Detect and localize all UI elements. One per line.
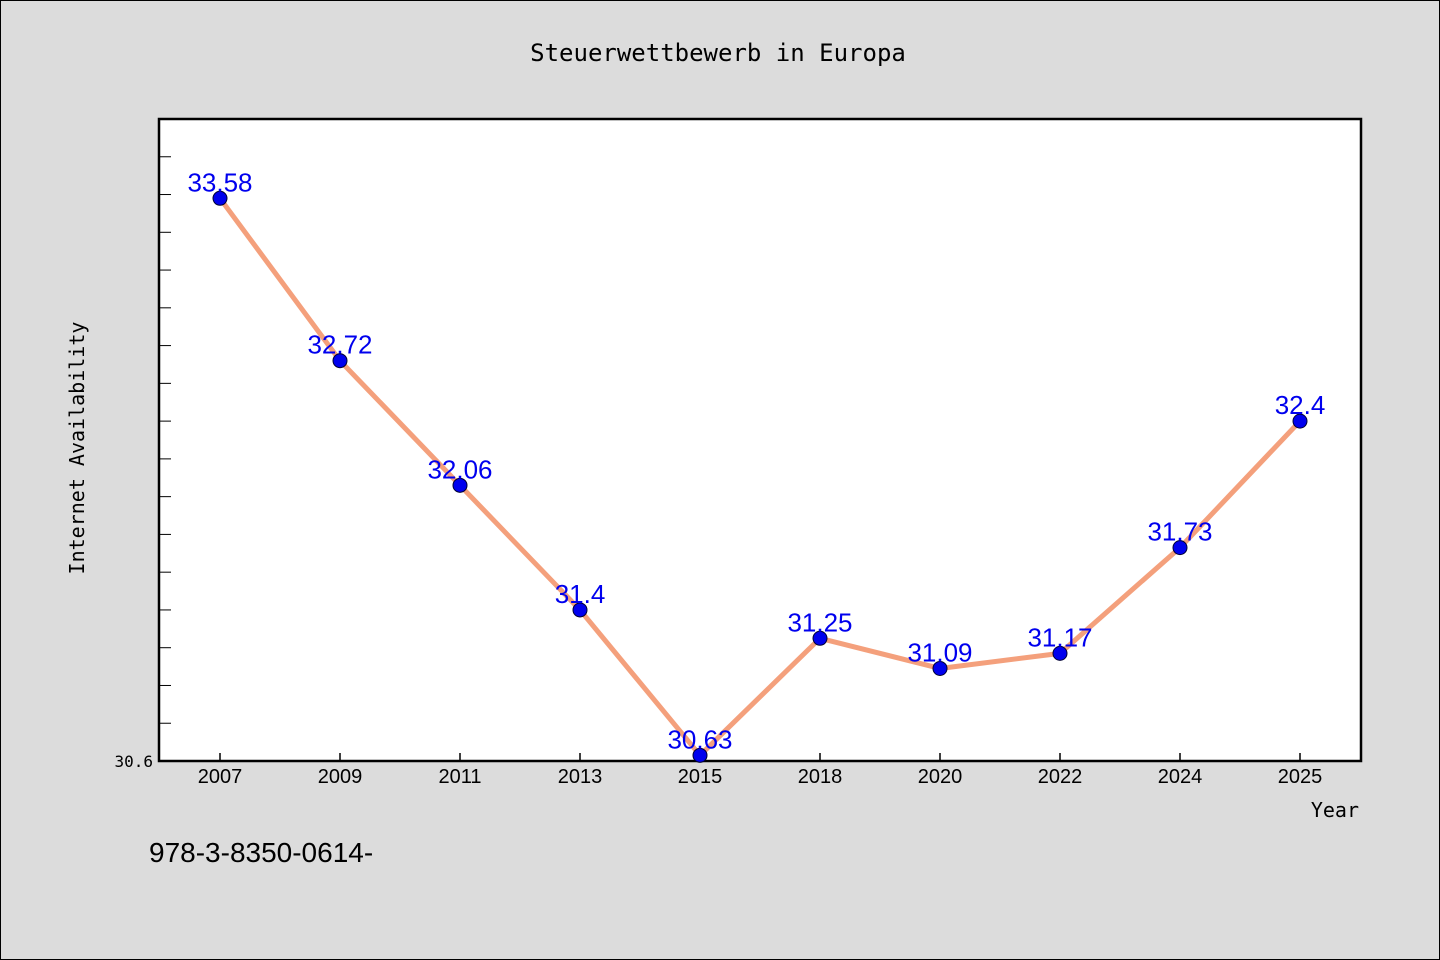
data-label: 31.17 (1027, 622, 1092, 652)
series-line (217, 195, 1303, 758)
data-label: 32.4 (1275, 390, 1326, 420)
y-axis-label: Internet Availability (65, 322, 89, 575)
data-label: 31.09 (907, 637, 972, 667)
x-tick-label: 2007 (198, 766, 243, 788)
data-label: 33.58 (187, 167, 252, 197)
x-tick-label: 2022 (1038, 766, 1083, 788)
x-tick-label: 2015 (678, 766, 723, 788)
x-tick-label: 2018 (798, 766, 843, 788)
data-point (332, 353, 348, 369)
x-tick-label: 2011 (438, 766, 481, 788)
data-label: 30.63 (667, 724, 732, 754)
x-tick-label: 2024 (1158, 766, 1203, 788)
data-label: 31.25 (787, 607, 852, 637)
data-labels: 33.58 32.72 32.06 31.4 30.63 31.25 31.09 31.17 3… (187, 167, 1325, 754)
x-tick-label: 2009 (318, 766, 363, 788)
data-point (812, 630, 828, 646)
data-label: 31.73 (1147, 517, 1212, 547)
data-point (572, 602, 588, 618)
x-tick-label: 2025 (1278, 766, 1323, 788)
y-axis-ticks (159, 156, 171, 724)
data-label: 31.4 (555, 579, 606, 609)
data-point (1172, 540, 1188, 556)
data-point (1292, 413, 1308, 429)
data-point (212, 190, 228, 206)
plot-area (157, 117, 1363, 763)
x-axis-tick-labels: 2007 2009 2011 2013 2015 2018 2020 2022 2024 2025 (198, 766, 1323, 788)
data-point (932, 660, 948, 676)
data-point (692, 747, 708, 763)
x-axis-label: Year (1311, 798, 1359, 822)
data-label: 32.06 (427, 454, 492, 484)
data-markers (212, 190, 1308, 763)
footer-isbn: 978-3-8350-0614- (149, 837, 373, 868)
data-point (452, 477, 468, 493)
x-tick-label: 2013 (558, 766, 603, 788)
data-label: 32.72 (307, 330, 372, 360)
x-tick-label: 2020 (918, 766, 963, 788)
chart-title: Steuerwettbewerb in Europa (530, 39, 906, 67)
data-point (1052, 645, 1068, 661)
y-min-tick-label: 30.6 (114, 752, 153, 771)
